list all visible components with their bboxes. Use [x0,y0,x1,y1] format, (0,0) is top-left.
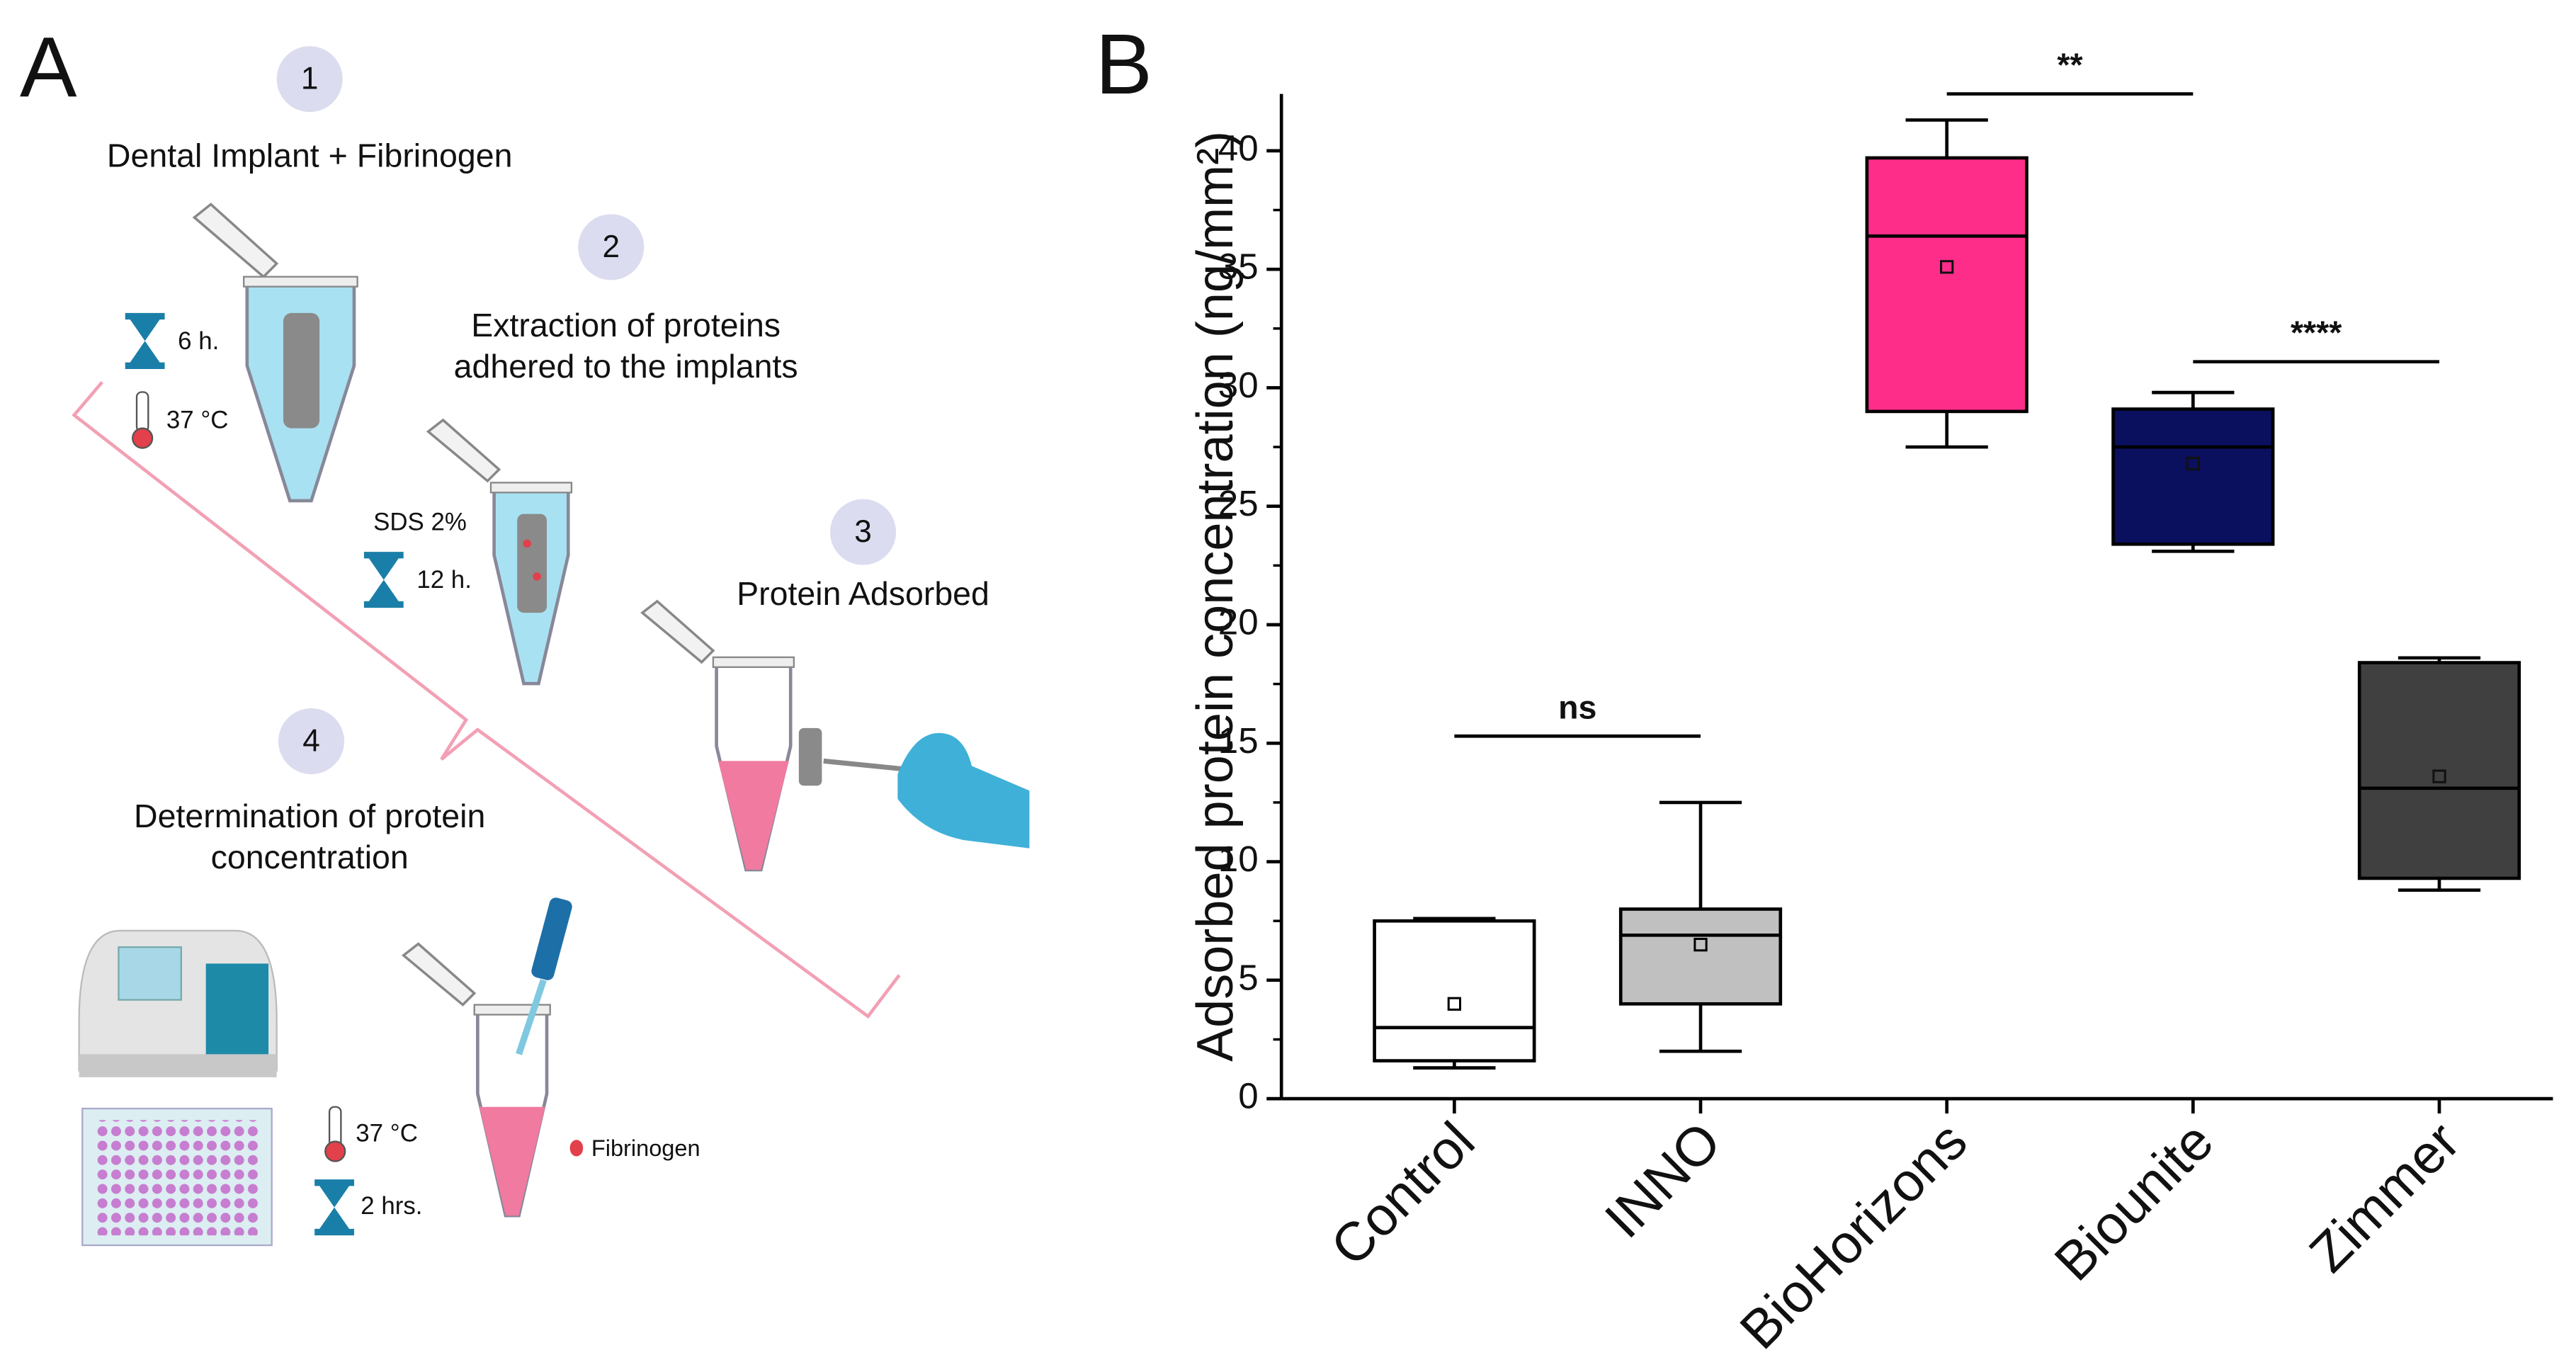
y-tick-label: 40 [1218,127,1259,168]
fibrinogen-icon [569,1140,584,1157]
thermometer [132,391,154,449]
y-tick-label: 5 [1238,957,1258,997]
note: Fibrinogen [591,1135,700,1161]
note: SDS 2% [373,509,467,536]
badge [276,46,343,113]
y-tick-label: 10 [1218,839,1259,879]
mean-marker [1693,938,1708,952]
x-tick-label: Control [1320,1111,1486,1278]
step-title: adhered to the implants [454,348,798,385]
note: 6 h. [178,327,219,355]
hourglass [363,552,404,608]
hourglass [125,312,165,369]
note: 12 h. [416,566,472,594]
badge [830,499,897,565]
step-title: concentration [211,839,409,875]
flow-line [72,381,901,1019]
step-number: 1 [301,62,319,96]
step-title: Protein Adsorbed [737,575,989,612]
panel-label: A [20,20,77,115]
x-tick-label: BioHorizons [1729,1111,1979,1355]
significance-label: **** [2291,314,2342,351]
tube [640,599,795,872]
box [2111,407,2275,546]
pipette [516,897,572,1055]
well-plate [81,1107,273,1247]
y-tick-label: 15 [1218,720,1259,761]
tube [426,418,573,686]
step-title: Extraction of proteins [471,307,781,344]
tube [192,203,358,503]
box [1865,156,2029,414]
box [1618,907,1783,1006]
step-number: 3 [854,514,872,549]
significance-label: ns [1558,688,1596,725]
y-axis-label: Adsorbed protein concentration (ng/mm²) [1187,131,1244,1062]
mean-marker [1940,260,1954,274]
mean-marker [1447,997,1462,1011]
hourglass [314,1179,354,1236]
tube [401,942,551,1218]
step-number: 4 [302,723,320,758]
hand [798,727,1030,849]
badge [578,214,645,280]
y-tick-label: 25 [1218,483,1259,523]
y-tick-label: 30 [1218,365,1259,405]
mean-marker [2186,456,2200,471]
step-number: 2 [602,229,620,264]
x-tick-label: INNO [1594,1111,1732,1250]
spectrophotometer [78,929,278,1077]
panel-label: B [1095,16,1152,112]
x-tick-label: Zimmer [2298,1111,2471,1284]
note: 2 hrs. [361,1192,422,1220]
x-tick-label: Biounite [2043,1111,2225,1293]
box [1373,919,1536,1062]
significance-label: ** [2057,47,2083,84]
note: 37 °C [166,407,229,434]
step-title: Dental Implant + Fibrinogen [107,137,513,174]
y-tick-label: 0 [1238,1076,1258,1116]
step-badges [276,46,897,775]
thermometer [324,1106,346,1162]
note: 37 °C [356,1119,418,1147]
step-title: Determination of protein [134,798,485,834]
y-tick-label: 20 [1218,602,1259,642]
mean-marker [2432,769,2446,783]
y-tick-label: 35 [1218,246,1259,287]
badge [278,708,345,775]
